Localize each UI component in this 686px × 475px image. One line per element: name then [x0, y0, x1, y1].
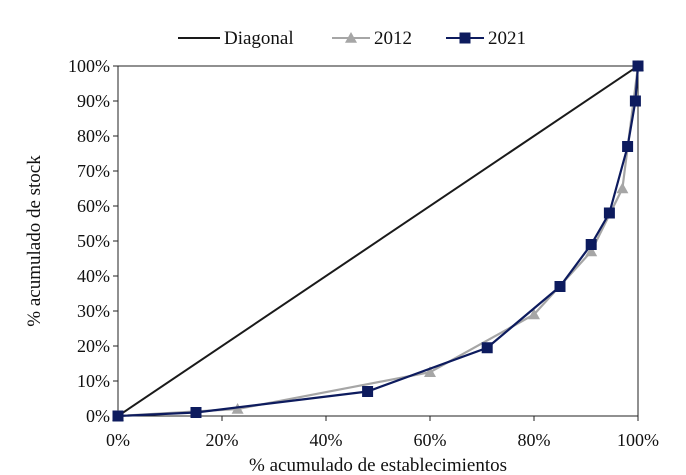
x-tick-label: 100%	[617, 430, 659, 450]
y-tick-label: 90%	[77, 91, 110, 111]
y-tick-label: 60%	[77, 196, 110, 216]
y-tick-label: 100%	[68, 56, 110, 76]
legend-item-2012: 2012	[332, 28, 412, 49]
y-tick-label: 50%	[77, 231, 110, 251]
legend-item-diagonal: Diagonal	[178, 28, 294, 49]
legend-label: Diagonal	[224, 28, 294, 49]
y-tick-label: 0%	[86, 406, 110, 426]
series-layer	[112, 60, 644, 422]
data-point	[554, 281, 566, 292]
y-tick-label: 20%	[77, 336, 110, 356]
legend-item-2021: 2021	[446, 28, 526, 49]
y-tick-label: 10%	[77, 371, 110, 391]
data-point	[481, 342, 493, 354]
data-point	[362, 386, 374, 397]
series-diagonal	[117, 65, 639, 417]
y-tick-label: 30%	[77, 301, 110, 321]
x-tick-label: 20%	[206, 430, 239, 450]
y-tick-label: 40%	[77, 266, 110, 286]
data-point	[603, 207, 615, 219]
x-axis-title: % acumulado de establecimientos	[249, 455, 507, 475]
legend: Diagonal 2012 2021	[178, 28, 526, 49]
data-point	[424, 366, 436, 378]
legend-label: 2012	[374, 28, 412, 49]
data-point	[629, 95, 641, 107]
data-point	[585, 239, 597, 250]
y-tick-label: 70%	[77, 161, 110, 181]
data-point	[190, 407, 202, 418]
x-tick-label: 40%	[310, 430, 343, 450]
series-line-diagonal	[117, 65, 639, 417]
y-axis-title: % acumulado de stock	[24, 155, 45, 327]
legend-swatch-marker	[345, 32, 357, 43]
y-tick-label: 80%	[77, 126, 110, 146]
legend-swatch-marker	[459, 32, 471, 44]
data-point	[622, 141, 634, 152]
tick-labels: 0% 10% 20% 30% 40% 50% 60% 70% 80% 90% 100% 0% 20% 40…	[68, 56, 659, 450]
data-point	[585, 245, 598, 257]
series-2021	[112, 60, 644, 422]
x-tick-label: 80%	[518, 430, 551, 450]
series-line-2021	[117, 65, 640, 418]
data-point	[528, 308, 540, 320]
x-tick-label: 0%	[106, 430, 130, 450]
data-point	[616, 182, 629, 194]
x-tick-label: 60%	[414, 430, 447, 450]
legend-label: 2021	[488, 28, 526, 49]
data-point	[632, 60, 644, 72]
data-point	[112, 410, 124, 422]
